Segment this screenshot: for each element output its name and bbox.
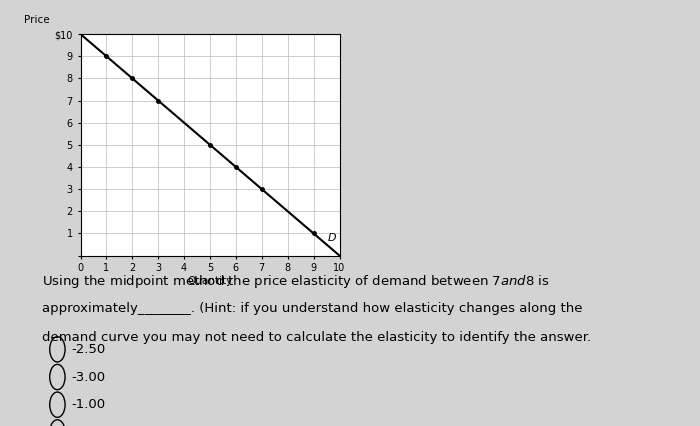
- Text: Price: Price: [24, 15, 49, 25]
- X-axis label: Quantity: Quantity: [188, 276, 232, 286]
- Text: -3.00: -3.00: [71, 371, 106, 383]
- Text: -1.00: -1.00: [71, 398, 106, 411]
- Text: Using the midpoint method the price elasticity of demand between $7 and $8 is: Using the midpoint method the price elas…: [42, 273, 550, 290]
- Text: demand curve you may not need to calculate the elasticity to identify the answer: demand curve you may not need to calcula…: [42, 331, 591, 344]
- Text: approximately________. (Hint: if you understand how elasticity changes along the: approximately________. (Hint: if you und…: [42, 302, 582, 315]
- Text: D: D: [328, 233, 337, 243]
- Text: -2.50: -2.50: [71, 343, 106, 356]
